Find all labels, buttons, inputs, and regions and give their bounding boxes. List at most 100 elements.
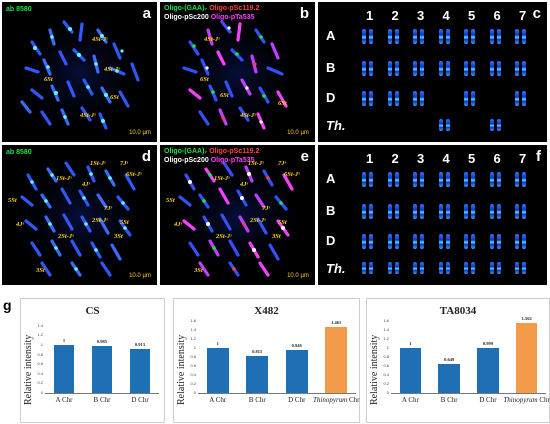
chromosome (445, 29, 450, 44)
chromosome (369, 204, 373, 219)
y-tick-label: 0.4 (37, 370, 43, 376)
annotation: 3St (194, 267, 203, 274)
chromosome (413, 29, 417, 44)
fish-panel-e: Oligo-(GAA)₇ Oligo-pSc119.2 Oligo-pSc200… (160, 145, 315, 285)
annotation: 7Jˢ (120, 160, 129, 167)
chromosome (445, 262, 450, 274)
karyotype-column-4: 4 (442, 151, 450, 166)
chromosome (387, 29, 392, 44)
probe-gaa-label: Oligo-(GAA)₇ (164, 5, 208, 12)
probe-label: Oligo-pSc200 Oligo-pTa535 (164, 157, 255, 164)
probe-psc200-label: Oligo-pSc200 (164, 14, 209, 21)
panel-letter-c: c (532, 5, 541, 22)
karyotype-column-1: 1 (366, 8, 374, 23)
annotation: 3St (114, 233, 123, 240)
annotation: 7Jˢ (278, 160, 287, 167)
chromosome (438, 234, 443, 249)
probe-label: Oligo-(GAA)₇ Oligo-pSc119.2 (164, 148, 259, 155)
chromosome (489, 172, 494, 187)
scale-bar: 10.0 µm (129, 273, 151, 279)
chromosome (522, 172, 526, 187)
chromosome (420, 172, 424, 187)
x-tick-label: Thinopyrum Chr (313, 396, 360, 404)
y-tick-label: 0.8 (190, 354, 196, 359)
annotation: 4Jˢ (16, 221, 25, 228)
chromosome (362, 204, 366, 219)
chromosome (471, 91, 475, 106)
annotation: 2St-Jˢ (92, 217, 108, 224)
chart-x482: X482 Relative intensity 0 0.2 0.4 0.6 0.8 1 1.… (173, 298, 360, 423)
annotation: 1St-Jˢ (90, 160, 106, 167)
chromosome (471, 204, 475, 219)
karyotype-row-label: Th. (326, 261, 346, 276)
y-tick-label: 0.8 (383, 354, 389, 359)
chromosome (515, 29, 519, 44)
chromosome (413, 61, 417, 76)
karyotype-column-2: 2 (391, 151, 399, 166)
x-tick-label: Thinopyrum Chr (503, 396, 550, 404)
y-tick-label: 0.2 (190, 381, 196, 386)
chromosome (413, 204, 417, 219)
chromosome (496, 204, 501, 219)
karyotype-column-3: 3 (417, 8, 425, 23)
chromosome (464, 29, 468, 44)
chart-title: CS (85, 305, 100, 317)
annotation: 2St-Jˢ (58, 233, 74, 240)
chromosome (413, 172, 417, 187)
chromosome (471, 234, 475, 249)
panel-letter-b: b (299, 5, 309, 22)
panel-letter-e: e (300, 148, 309, 165)
x-tick-label: D Chr (288, 396, 306, 404)
annotation: 7Jˢ (262, 205, 271, 212)
chromosome (522, 61, 526, 76)
y-tick-label: 0.6 (383, 363, 389, 368)
bar-d-chr (477, 348, 499, 393)
scale-bar: 10.0 µm (287, 273, 309, 279)
chromosome (471, 61, 475, 76)
chromosome (522, 234, 526, 249)
chromosome (496, 234, 501, 249)
y-tick-label: 1.4 (190, 327, 196, 332)
chromosome (515, 61, 519, 76)
karyotype-column-1: 1 (366, 151, 374, 166)
chromosome (515, 234, 519, 249)
y-tick-label: 0.4 (383, 372, 389, 377)
chromosome (522, 204, 526, 219)
annotation: 5St (120, 219, 129, 226)
chromosome (362, 91, 366, 106)
y-tick-label: 1.6 (383, 318, 389, 323)
chromosome (496, 262, 501, 274)
chromosome (515, 262, 519, 274)
scale-label: 10.0 µm (287, 273, 309, 279)
y-tick-label: 0 (40, 390, 43, 395)
chromosome (489, 61, 494, 76)
chromosome (362, 234, 366, 249)
bar-d-chr (129, 349, 151, 393)
annotation: 2St-Jˢ (250, 217, 266, 224)
annotation: 7Jˢ (104, 205, 113, 212)
karyotype-row-label: B (326, 203, 336, 218)
annotation: 5St (8, 197, 17, 204)
bar-a-chr (399, 348, 422, 393)
panel-letter-d: d (141, 148, 151, 165)
chart-title: X482 (254, 305, 279, 317)
scale-bar: 10.0 µm (287, 130, 309, 136)
chromosome (438, 262, 443, 274)
bar-value-label: 0.999 (482, 341, 493, 347)
annotation: 3St (272, 233, 281, 240)
probe-gaa-label: Oligo-(GAA)₇ (164, 148, 208, 155)
chart-cs: CS Relative intensity 0 0.2 0.4 0.6 0.8 1 1.2 1… (20, 298, 165, 423)
chromosome (522, 262, 526, 274)
antibody-label: ab 8580 (6, 6, 32, 13)
metaphase-image-e (166, 153, 310, 281)
annotation: 4Jˢ (240, 181, 249, 188)
karyotype-row-label: D (326, 233, 336, 248)
bar-value-label: 1.562 (521, 315, 532, 321)
annotation: 6St (110, 94, 119, 101)
bar-value-label: 0.946 (291, 343, 302, 349)
annotation: 6St (200, 76, 209, 83)
chromosome (420, 61, 424, 76)
chromosome (489, 234, 494, 249)
bar-value-label: 1.461 (331, 320, 342, 326)
annotation: 4St-Jˢ (240, 112, 256, 119)
